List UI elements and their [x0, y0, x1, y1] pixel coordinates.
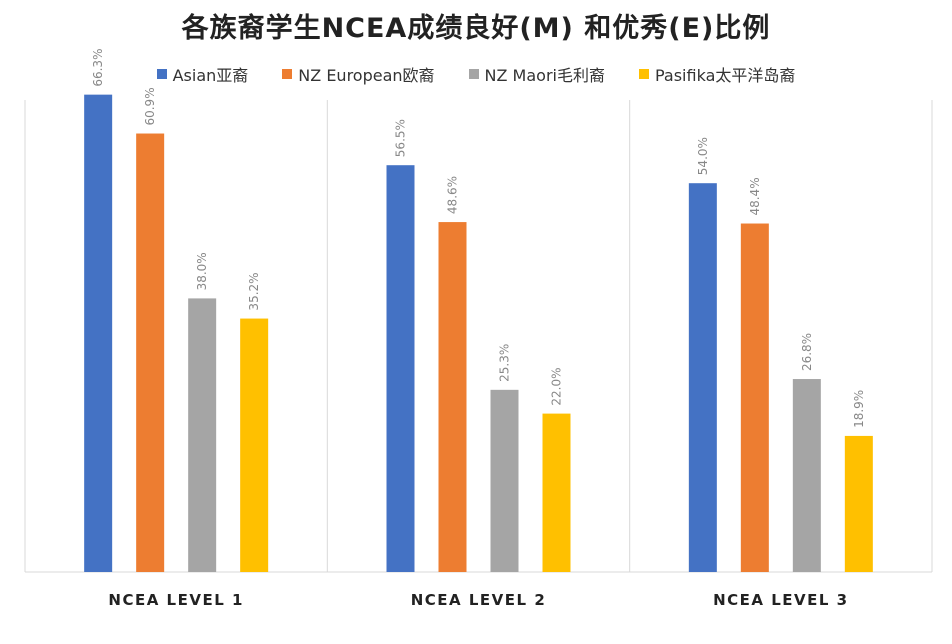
legend-swatch-maori	[468, 69, 479, 79]
bar-pasifika-level-2	[542, 413, 571, 572]
bar-pasifika-level-1	[240, 318, 269, 572]
legend-swatch-european	[282, 69, 293, 79]
bar-asian-level-1	[84, 94, 113, 572]
bar-maori-level-2	[490, 389, 519, 572]
bar-european-level-2	[438, 222, 467, 572]
data-label-maori-level-1: 38.0%	[195, 252, 209, 290]
legend-item-pasifika: Pasifika太平洋岛裔	[638, 62, 796, 86]
bar-asian-level-2	[386, 165, 415, 572]
category-label-level-1: NCEA LEVEL 1	[108, 591, 244, 609]
bar-maori-level-3	[792, 379, 821, 572]
data-label-maori-level-3: 26.8%	[800, 333, 814, 371]
chart-title: 各族裔学生NCEA成绩良好(M) 和优秀(E)比例	[181, 13, 771, 44]
data-label-pasifika-level-2: 22.0%	[550, 367, 564, 405]
legend-label-pasifika: Pasifika太平洋岛裔	[654, 66, 796, 85]
data-label-european-level-2: 48.6%	[446, 176, 460, 214]
legend-label-european: NZ European欧裔	[298, 66, 435, 85]
data-label-asian-level-2: 56.5%	[394, 119, 408, 157]
bar-asian-level-3	[688, 183, 717, 572]
legend: Asian亚裔 NZ European欧裔 NZ Maori毛利裔 Pasifi…	[0, 62, 952, 86]
category-label-level-2: NCEA LEVEL 2	[411, 591, 547, 609]
data-label-maori-level-2: 25.3%	[498, 344, 512, 382]
legend-label-asian: Asian亚裔	[172, 66, 249, 85]
legend-swatch-asian	[156, 69, 167, 79]
legend-item-european: NZ European欧裔	[282, 62, 435, 86]
legend-swatch-pasifika	[638, 69, 649, 79]
bar-european-level-3	[740, 223, 769, 572]
data-label-pasifika-level-1: 35.2%	[247, 272, 261, 310]
bar-european-level-1	[136, 133, 165, 572]
data-label-asian-level-1: 66.3%	[91, 49, 105, 87]
category-label-level-3: NCEA LEVEL 3	[713, 591, 849, 609]
data-label-asian-level-3: 54.0%	[696, 137, 710, 175]
bar-pasifika-level-3	[844, 435, 873, 572]
data-label-european-level-3: 48.4%	[748, 177, 762, 215]
data-label-pasifika-level-3: 18.9%	[852, 390, 866, 428]
legend-item-asian: Asian亚裔	[156, 62, 249, 86]
legend-label-maori: NZ Maori毛利裔	[484, 66, 605, 85]
data-label-european-level-1: 60.9%	[143, 87, 157, 125]
legend-item-maori: NZ Maori毛利裔	[468, 62, 605, 86]
bar-maori-level-1	[188, 298, 217, 572]
